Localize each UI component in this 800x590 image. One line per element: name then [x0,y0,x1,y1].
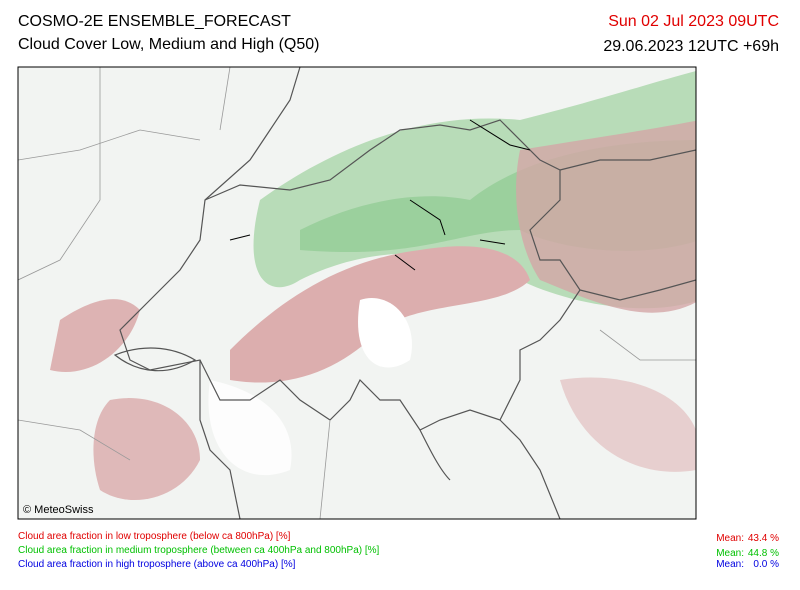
mean-value: 44.8 % [747,548,779,559]
title: COSMO-2E ENSEMBLE_FORECAST [18,13,291,30]
mean-value: 0.0 % [753,559,779,570]
valid-time: Sun 02 Jul 2023 09UTC [608,13,779,30]
mean-label: Mean: [716,533,744,544]
legend-label: Cloud area fraction in low troposphere (… [18,531,291,542]
map-field [18,67,696,519]
mean-value: 43.4 % [747,533,779,544]
map-frame [17,66,697,520]
mean-label: Mean: [716,559,744,570]
legend-label: Cloud area fraction in medium tropospher… [18,545,380,556]
copyright: © MeteoSwiss [23,504,94,516]
subtitle: Cloud Cover Low, Medium and High (Q50) [18,36,320,53]
run-time: 29.06.2023 12UTC +69h [603,38,779,55]
legend-label: Cloud area fraction in high troposphere … [18,559,296,570]
mean-label: Mean: [716,548,744,559]
